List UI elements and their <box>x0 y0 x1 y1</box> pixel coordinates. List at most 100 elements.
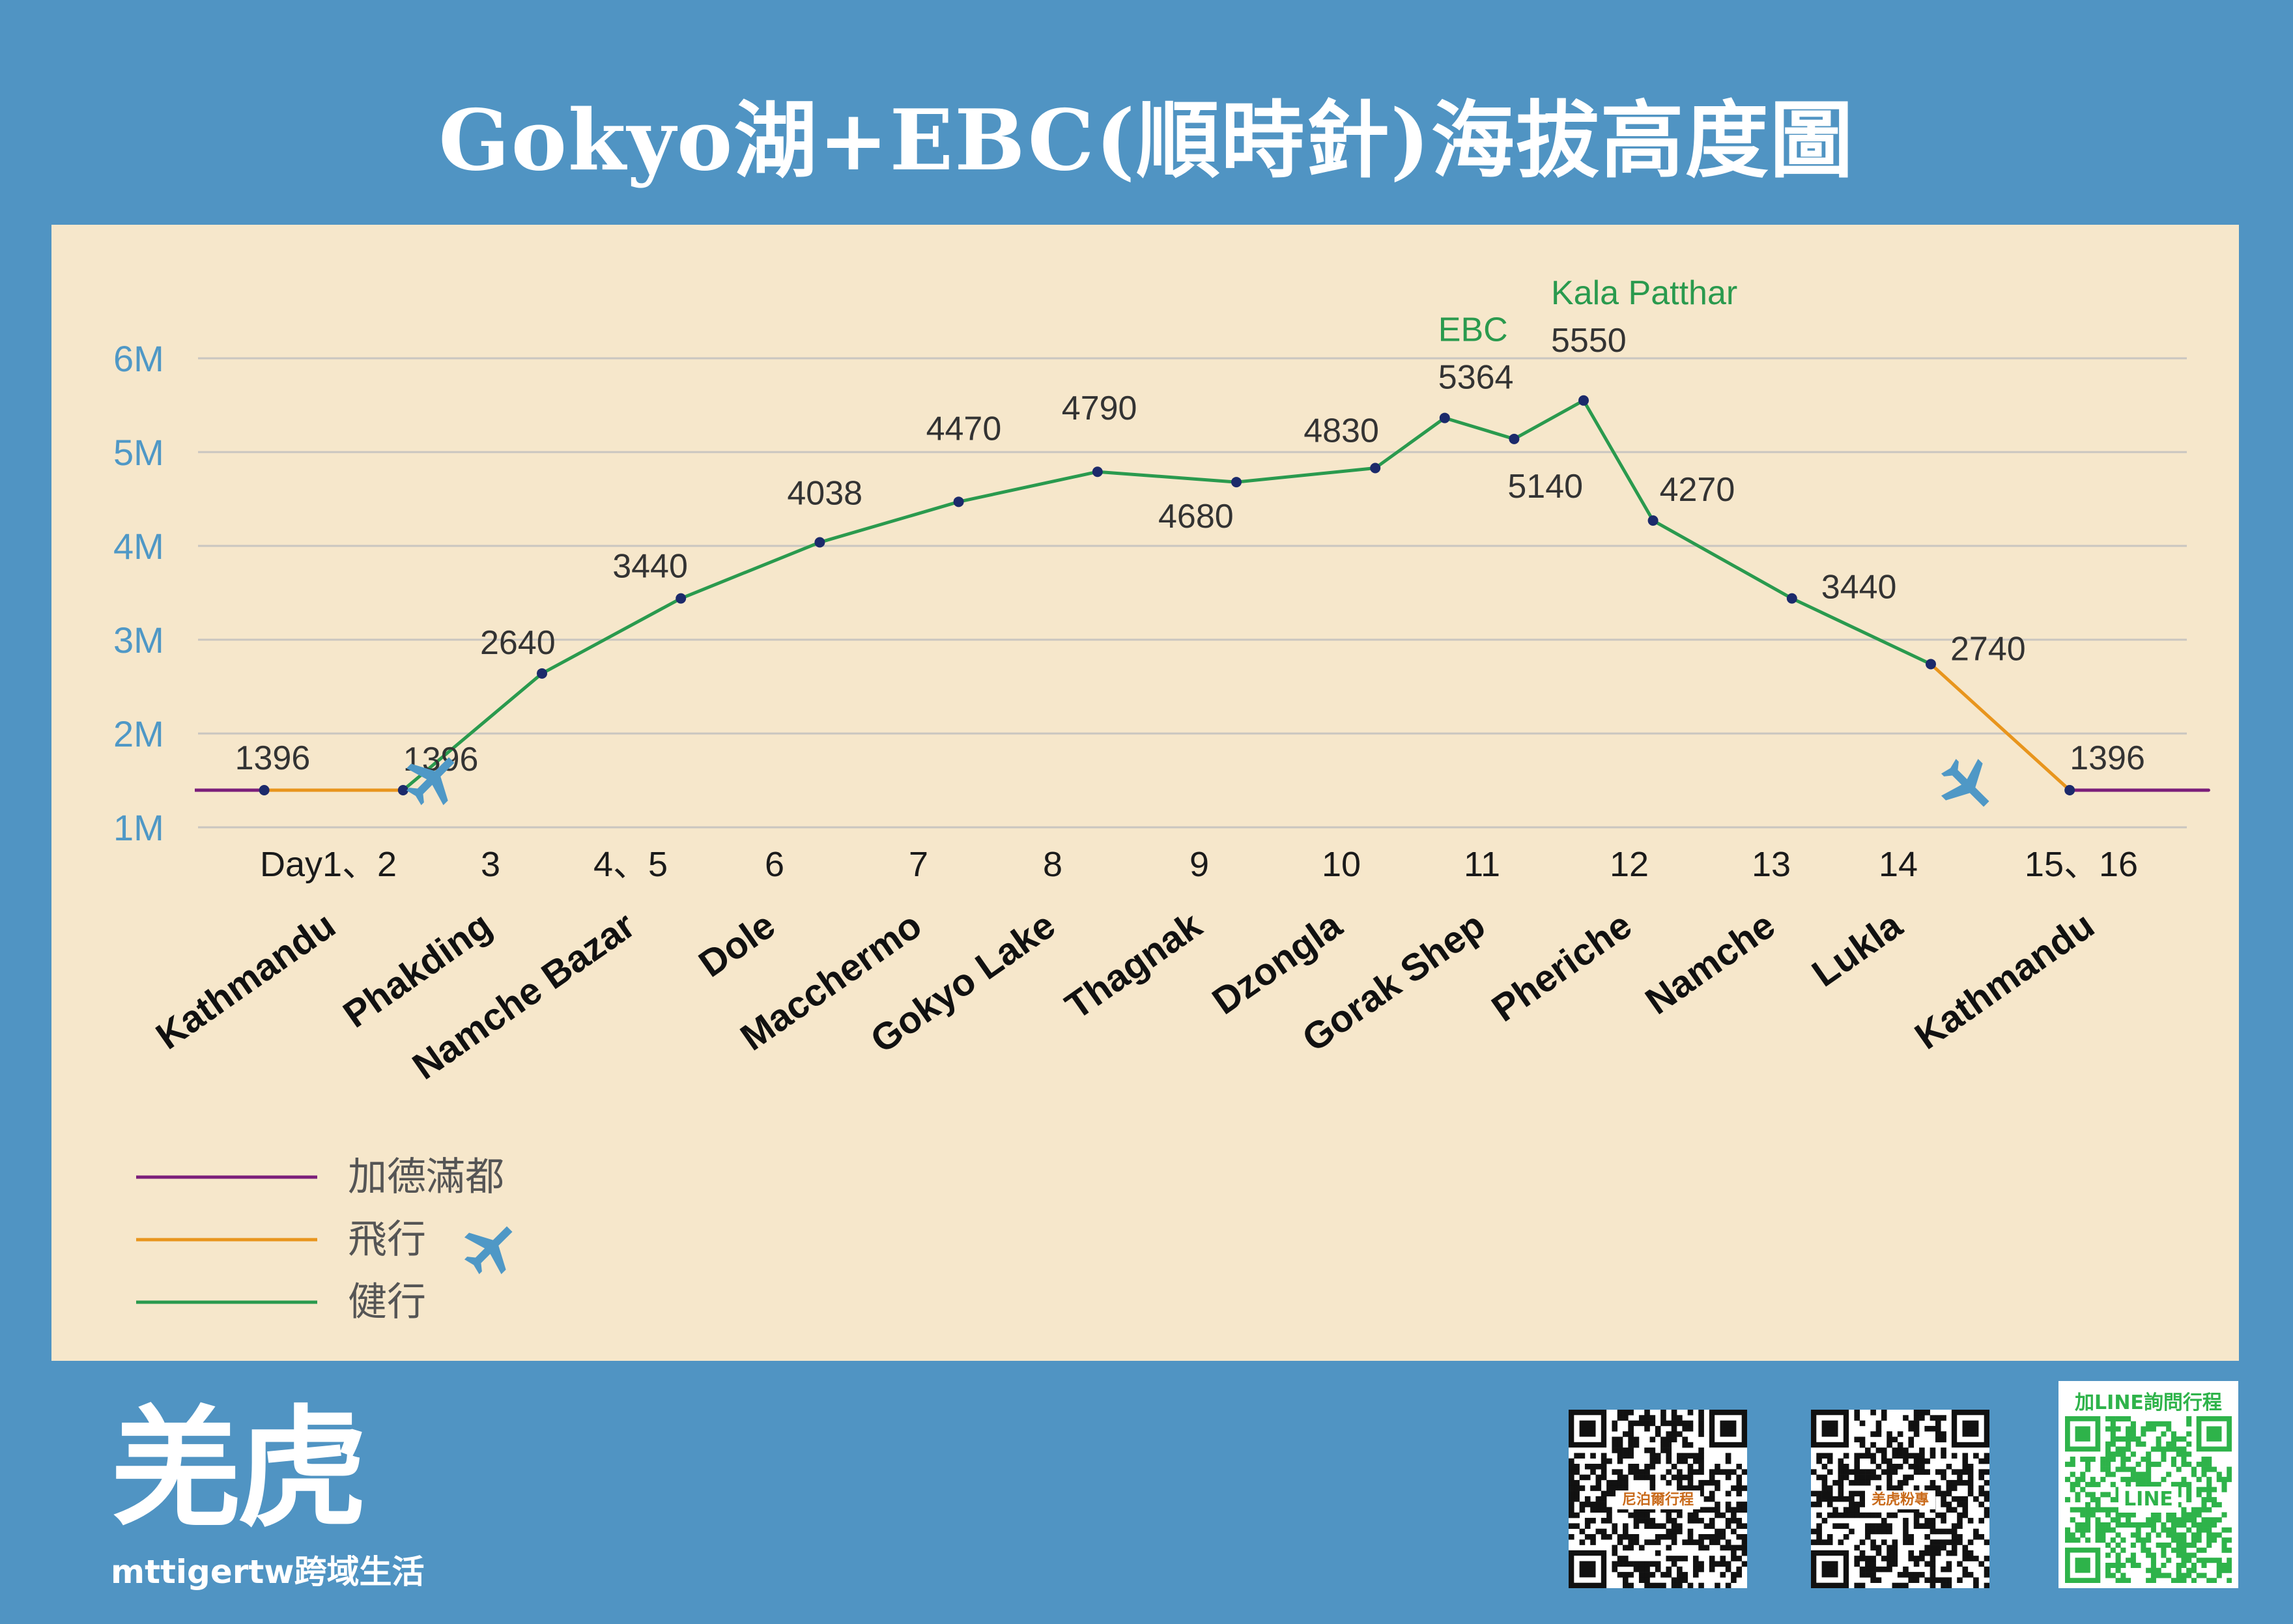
qr-module <box>1644 1507 1650 1513</box>
qr-module <box>1569 1502 1574 1507</box>
qr-module <box>2181 1517 2187 1523</box>
data-value-label: 2640 <box>480 624 556 662</box>
qr-module <box>1821 1479 1828 1486</box>
qr-module <box>1601 1533 1607 1540</box>
qr-module <box>2095 1522 2101 1528</box>
qr-module <box>1644 1582 1650 1589</box>
qr-module <box>1633 1561 1640 1567</box>
qr-module <box>1865 1556 1871 1561</box>
qr-module <box>1677 1431 1683 1437</box>
qr-module <box>1574 1453 1580 1459</box>
qr-module <box>1843 1464 1849 1470</box>
qr-module <box>1606 1533 1612 1540</box>
qr-module <box>1623 1528 1629 1535</box>
qr-module <box>1859 1469 1866 1475</box>
qr-module <box>1875 1528 1882 1535</box>
qr-module <box>2176 1481 2182 1487</box>
qr-module <box>1875 1550 1882 1556</box>
qr-module <box>1612 1485 1618 1491</box>
qr-module <box>1827 1539 1833 1545</box>
qr-module <box>1849 1502 1855 1507</box>
qr-module <box>2206 1477 2212 1483</box>
qr-module <box>2115 1558 2121 1563</box>
qr-module <box>1838 1512 1844 1518</box>
qr-module <box>2110 1497 2116 1503</box>
qr-module <box>1962 1464 1969 1470</box>
qr-module <box>1903 1415 1909 1421</box>
qr-module <box>1913 1556 1920 1561</box>
qr-code-trip[interactable]: 尼泊爾行程 <box>1569 1410 1748 1589</box>
qr-module <box>1666 1447 1672 1453</box>
qr-module <box>1612 1490 1618 1497</box>
qr-module <box>2115 1567 2121 1573</box>
trek-segment <box>1790 597 1933 666</box>
qr-module <box>2135 1522 2141 1528</box>
qr-module <box>1821 1474 1828 1481</box>
qr-module <box>1849 1469 1855 1475</box>
qr-module <box>1838 1474 1844 1481</box>
qr-module <box>1644 1474 1650 1481</box>
qr-module <box>2085 1522 2091 1528</box>
qr-module <box>1638 1507 1645 1513</box>
y-tick-label: 6M <box>113 338 164 379</box>
qr-module <box>1984 1469 1990 1475</box>
qr-module <box>1655 1453 1661 1459</box>
qr-module <box>1731 1545 1737 1551</box>
qr-module <box>2201 1558 2207 1563</box>
qr-module <box>1849 1496 1855 1502</box>
qr-module <box>2100 1522 2106 1528</box>
qr-module <box>1870 1556 1876 1561</box>
qr-module <box>1897 1507 1903 1513</box>
qr-module <box>1935 1420 1941 1427</box>
qr-module <box>2156 1532 2161 1538</box>
data-value-label: 5140 <box>1507 468 1583 506</box>
qr-module <box>1821 1490 1828 1497</box>
qr-module <box>1816 1474 1822 1481</box>
qr-module <box>2150 1552 2156 1558</box>
qr-module <box>1687 1539 1694 1545</box>
qr-code-fanpage[interactable]: 羌虎粉專 <box>1811 1410 1990 1589</box>
qr-module <box>1962 1556 1969 1561</box>
qr-module <box>2141 1481 2146 1487</box>
qr-module <box>2085 1537 2091 1543</box>
qr-module <box>2146 1466 2152 1472</box>
qr-module <box>1666 1507 1672 1513</box>
line-qr-card[interactable]: 加LINE詢問行程 LINE <box>2058 1381 2238 1588</box>
qr-module <box>2216 1532 2222 1538</box>
qr-module <box>1903 1572 1909 1578</box>
qr-module <box>1821 1464 1828 1470</box>
qr-module <box>2161 1552 2167 1558</box>
qr-module <box>2171 1446 2176 1452</box>
qr-module <box>2156 1436 2161 1442</box>
data-point-marker <box>814 537 825 548</box>
qr-module <box>1671 1415 1677 1421</box>
qr-module <box>1957 1523 1963 1529</box>
qr-module <box>2211 1502 2217 1507</box>
qr-module <box>1595 1502 1602 1507</box>
qr-module <box>1736 1507 1742 1513</box>
qr-module <box>1638 1474 1645 1481</box>
qr-module <box>1698 1490 1704 1497</box>
qr-module <box>2105 1441 2111 1447</box>
qr-module <box>2115 1562 2121 1569</box>
qr-module <box>1677 1458 1683 1464</box>
qr-module <box>2120 1457 2126 1462</box>
place-label: Dole <box>691 904 782 985</box>
qr-module <box>2146 1461 2152 1467</box>
qr-module <box>2171 1517 2176 1523</box>
airplane-shape <box>1941 758 1989 807</box>
qr-module <box>1924 1561 1930 1567</box>
qr-module <box>1843 1469 1849 1475</box>
qr-module <box>2080 1532 2086 1538</box>
qr-module <box>1628 1512 1634 1518</box>
qr-module <box>1951 1528 1958 1535</box>
qr-module <box>1957 1539 1963 1545</box>
qr-module <box>1715 1528 1720 1535</box>
qr-module <box>1908 1436 1915 1443</box>
qr-module <box>1941 1415 1946 1421</box>
qr-module <box>1941 1566 1946 1573</box>
qr-module <box>1584 1464 1591 1470</box>
qr-module <box>2227 1578 2232 1583</box>
qr-module <box>1859 1550 1866 1556</box>
qr-module <box>1720 1469 1726 1475</box>
